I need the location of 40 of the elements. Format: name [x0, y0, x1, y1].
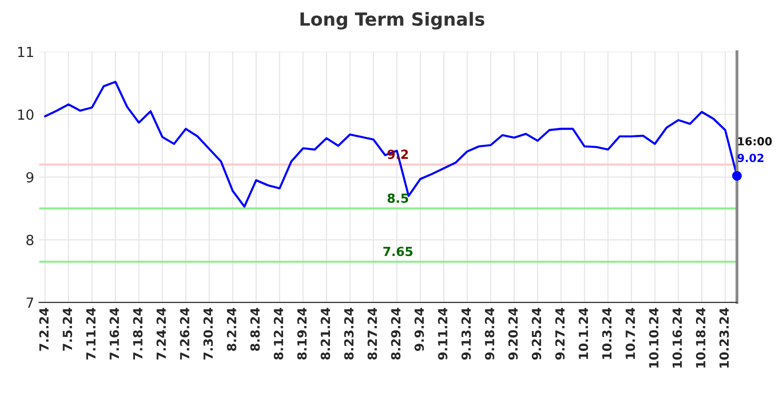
x-tick-label: 9.11.24	[438, 308, 448, 360]
ref-line-label: 7.65	[383, 246, 412, 256]
x-tick-label: 8.8.24	[250, 308, 260, 351]
y-tick-label: 7	[26, 298, 34, 308]
x-tick-label: 7.16.24	[110, 308, 120, 360]
x-tick-label: 8.19.24	[297, 308, 307, 360]
y-tick-label: 8	[26, 234, 34, 246]
x-tick-label: 10.1.24	[578, 308, 588, 359]
x-tick-label: 7.30.24	[203, 308, 213, 360]
x-tick-label: 10.7.24	[626, 308, 636, 359]
x-tick-label: 7.18.24	[133, 308, 143, 360]
x-tick-label: 9.18.24	[484, 308, 494, 360]
x-tick-label: 9.13.24	[461, 308, 471, 360]
x-tick-label: 8.21.24	[320, 308, 330, 360]
chart-title: Long Term Signals	[300, 12, 484, 30]
x-tick-label: 8.23.24	[344, 308, 354, 360]
x-tick-label: 7.11.24	[86, 308, 96, 360]
x-tick-label: 7.24.24	[156, 308, 166, 360]
text: 9.02	[738, 154, 764, 162]
x-tick-label: 9.27.24	[555, 308, 565, 360]
x-tick-label: 8.12.24	[274, 308, 284, 360]
y-tick-label: 9	[26, 172, 34, 183]
x-tick-label: 9.20.24	[508, 308, 518, 360]
x-tick-label: 9.9.24	[414, 308, 424, 351]
x-tick-label: 10.10.24	[649, 308, 658, 368]
y-tick-label: 11	[18, 46, 34, 58]
x-tick-label: 8.2.24	[226, 308, 236, 351]
ref-line-label: 8.5	[388, 193, 408, 203]
x-tick-label: 10.16.24	[672, 308, 682, 368]
y-tick-label: 10	[18, 109, 34, 120]
x-tick-label: 7.26.24	[180, 308, 190, 360]
x-tick-label: 8.27.24	[368, 308, 378, 360]
x-tick-label: 10.23.24	[719, 308, 729, 368]
x-tick-label: 7.5.24	[62, 308, 72, 351]
x-tick-label: 8.29.24	[391, 308, 400, 360]
x-tick-label: 10.3.24	[602, 308, 612, 359]
x-tick-label: 9.25.24	[532, 308, 542, 360]
x-tick-label: 7.2.24	[39, 308, 49, 351]
x-tick-label: 10.18.24	[696, 308, 706, 368]
text: 16:00	[738, 137, 772, 146]
